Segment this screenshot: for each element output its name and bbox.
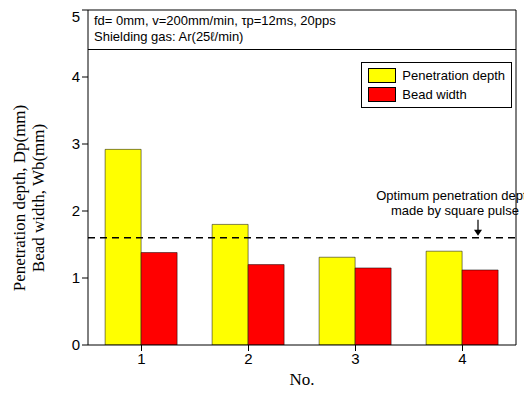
svg-text:1: 1 xyxy=(72,269,80,286)
svg-text:0: 0 xyxy=(72,336,80,353)
svg-text:3: 3 xyxy=(72,135,80,152)
svg-text:3: 3 xyxy=(351,350,359,367)
html-text:Shielding gas: Ar(25ℓ/min): Shielding gas: Ar(25ℓ/min) xyxy=(94,29,244,44)
html-text:Penetration depth: Penetration depth xyxy=(402,68,505,83)
svg-text:2: 2 xyxy=(244,350,252,367)
svg-text:2: 2 xyxy=(72,202,80,219)
html-text:Bead width, Wb(mm): Bead width, Wb(mm) xyxy=(29,123,48,272)
svg-text:4: 4 xyxy=(458,350,466,367)
html-text:Penetration depth, Dp(mm): Penetration depth, Dp(mm) xyxy=(10,104,29,291)
html-text:made by square pulse: made by square pulse xyxy=(391,202,519,218)
html-text:Bead width: Bead width xyxy=(402,87,467,102)
svg-text:4: 4 xyxy=(72,68,80,85)
svg-text:1: 1 xyxy=(137,350,145,367)
svg-text:No.: No. xyxy=(289,370,314,389)
html-text:fd= 0mm, v=200mm/min, τp=12ms,: fd= 0mm, v=200mm/min, τp=12ms, 20pps xyxy=(94,13,336,28)
svg-text:5: 5 xyxy=(72,8,80,25)
